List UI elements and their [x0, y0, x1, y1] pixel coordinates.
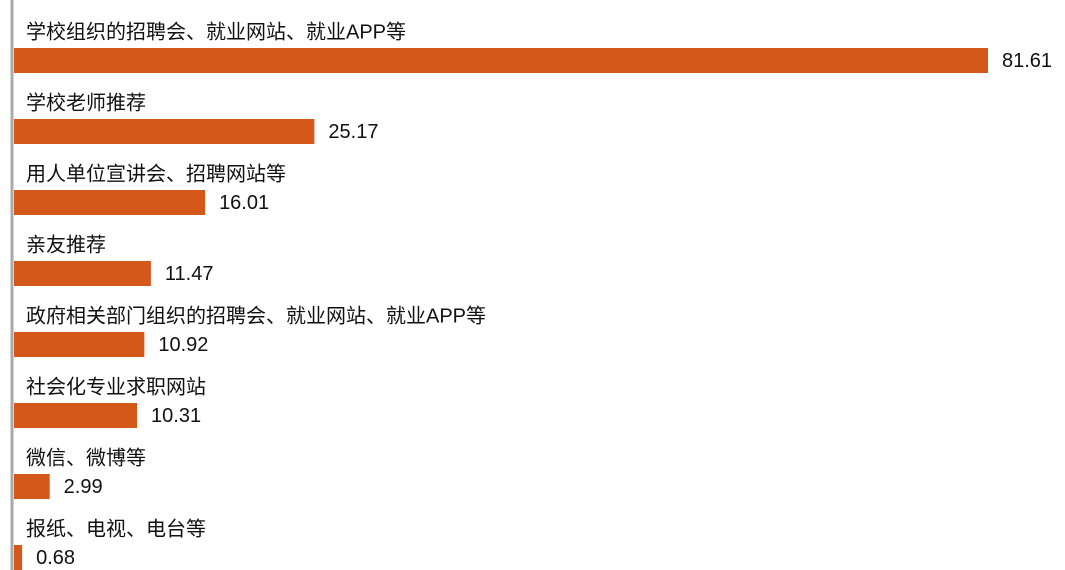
value-label: 0.68 — [36, 547, 75, 569]
bar — [14, 48, 988, 73]
bar — [14, 545, 23, 570]
category-label: 微信、微博等 — [26, 446, 146, 469]
bar — [14, 261, 151, 286]
value-label: 10.92 — [158, 334, 208, 356]
bar — [14, 190, 206, 215]
category-label: 亲友推荐 — [26, 233, 106, 256]
category-label: 用人单位宣讲会、招聘网站等 — [26, 162, 286, 185]
category-label: 政府相关部门组织的招聘会、就业网站、就业APP等 — [26, 304, 486, 327]
category-label: 学校老师推荐 — [26, 91, 146, 114]
value-label: 25.17 — [328, 121, 378, 143]
value-label: 16.01 — [219, 192, 269, 214]
category-label: 学校组织的招聘会、就业网站、就业APP等 — [26, 20, 406, 43]
bar — [14, 403, 138, 428]
bar — [14, 119, 315, 144]
category-label: 报纸、电视、电台等 — [26, 517, 206, 540]
value-label: 81.61 — [1002, 50, 1052, 72]
bar — [14, 474, 50, 499]
value-label: 11.47 — [165, 263, 214, 285]
value-label: 2.99 — [64, 476, 103, 498]
category-label: 社会化专业求职网站 — [26, 375, 206, 398]
value-label: 10.31 — [151, 405, 201, 427]
bar — [14, 332, 145, 357]
